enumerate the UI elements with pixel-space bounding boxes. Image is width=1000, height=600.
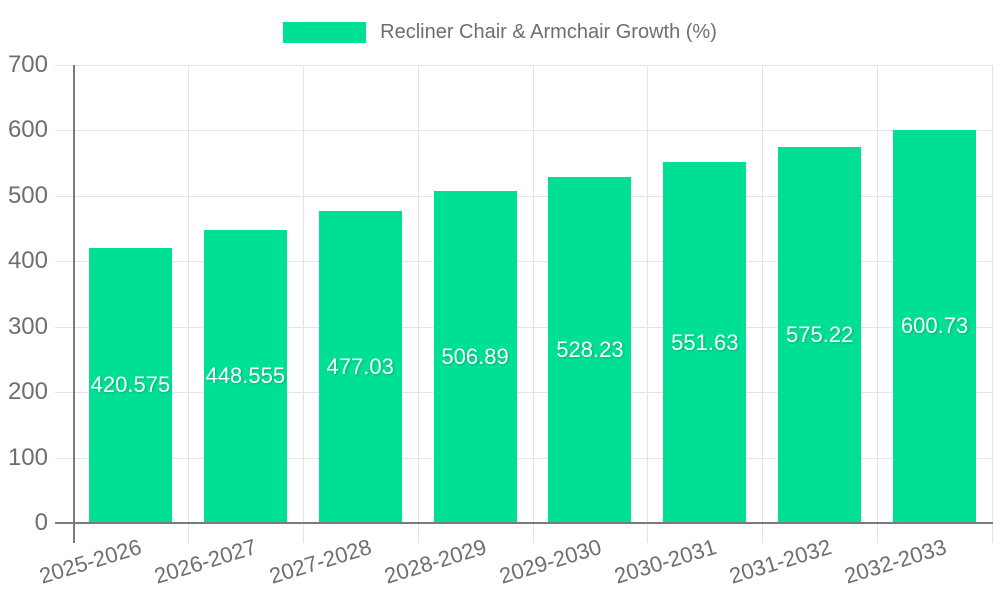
y-gridline	[55, 457, 992, 459]
bar-value-label: 575.22	[786, 321, 854, 347]
x-axis-tick-label: 2031-2032	[726, 534, 834, 589]
y-axis-line	[73, 65, 75, 543]
x-axis-tick-label: 2032-2033	[840, 534, 949, 589]
x-axis-tick-label: 2027-2028	[266, 534, 375, 589]
bar-2027-2028[interactable]	[318, 210, 402, 523]
bar-value-label: 506.89	[441, 344, 509, 370]
x-gridline	[302, 65, 304, 543]
x-gridline	[417, 65, 419, 543]
x-gridline	[992, 65, 993, 543]
y-gridline	[55, 130, 992, 132]
x-gridline	[532, 65, 534, 543]
x-gridline	[877, 65, 879, 543]
bar-2029-2030[interactable]	[548, 177, 632, 523]
y-gridline	[55, 261, 992, 263]
bar-2032-2033[interactable]	[893, 129, 977, 523]
bar-value-label: 420.575	[90, 372, 171, 398]
y-axis-tick-label: 500	[7, 181, 48, 209]
bar-2026-2027[interactable]	[203, 229, 287, 523]
x-gridline	[647, 65, 649, 543]
y-axis-tick-label: 700	[7, 51, 48, 78]
bar-2031-2032[interactable]	[778, 146, 862, 523]
x-gridline	[762, 65, 764, 543]
bar-value-label: 448.555	[205, 363, 286, 389]
x-axis-tick-label: 2029-2030	[496, 534, 605, 589]
y-gridline	[55, 392, 992, 394]
y-axis-tick-label: 300	[7, 312, 48, 340]
y-axis-tick-label: 600	[7, 116, 48, 144]
bar-value-label: 477.03	[326, 353, 394, 379]
bar-value-label: 600.73	[900, 313, 969, 339]
chart-legend: Recliner Chair & Armchair Growth (%)	[0, 21, 1000, 44]
y-gridline	[55, 195, 992, 197]
y-axis-tick-label: 100	[7, 443, 48, 471]
bar-value-label: 528.23	[556, 337, 624, 363]
y-axis-tick-label: 0	[34, 509, 48, 536]
x-gridline	[187, 65, 189, 543]
bar-2025-2026[interactable]	[88, 247, 172, 523]
y-gridline	[55, 65, 992, 66]
y-gridline	[55, 326, 992, 328]
y-axis-tick-label: 200	[7, 378, 48, 406]
x-axis-tick-label: 2028-2029	[381, 534, 490, 589]
x-axis-tick-label: 2030-2031	[611, 534, 720, 589]
x-axis-tick-label: 2025-2026	[36, 534, 145, 589]
legend-color-swatch	[283, 22, 367, 43]
bar-2028-2029[interactable]	[433, 191, 517, 523]
legend-series-label: Recliner Chair & Armchair Growth (%)	[380, 21, 717, 43]
y-axis-tick-label: 400	[7, 247, 48, 275]
x-axis-line	[55, 522, 993, 524]
x-axis-tick-label: 2026-2027	[151, 534, 260, 589]
bar-2030-2031[interactable]	[663, 162, 747, 523]
bar-value-label: 551.63	[671, 329, 739, 355]
